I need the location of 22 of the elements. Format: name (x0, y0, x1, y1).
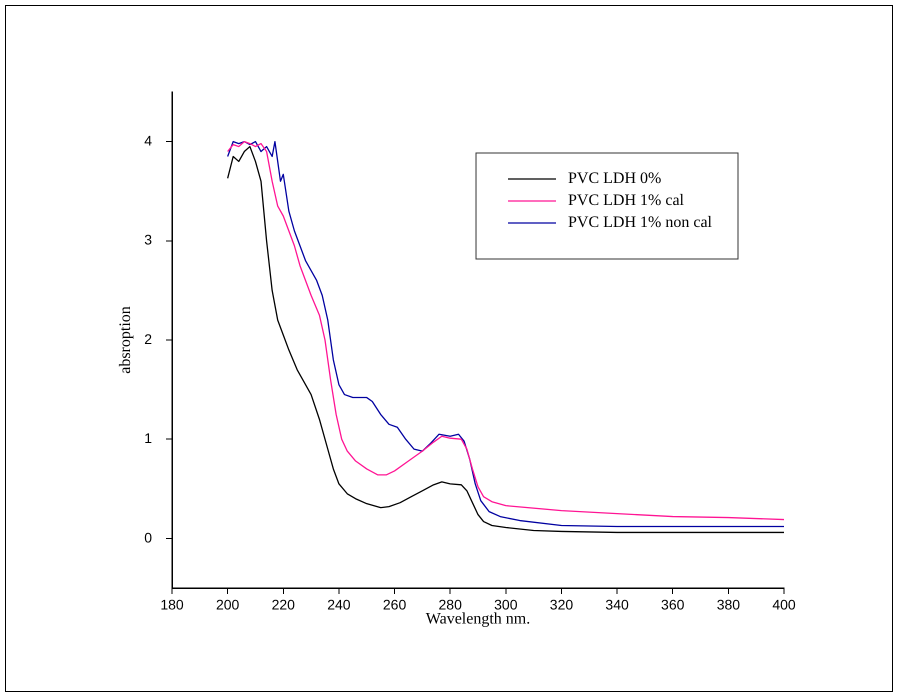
y-tick-label: 3 (144, 232, 152, 248)
y-tick-label: 0 (144, 529, 152, 546)
x-tick-label: 300 (494, 596, 518, 612)
x-tick-label: 400 (772, 596, 796, 612)
x-tick-label: 260 (382, 596, 406, 612)
y-tick-label: 1 (144, 430, 152, 446)
x-tick-label: 220 (272, 596, 296, 612)
x-tick-label: 180 (160, 596, 184, 612)
x-tick-label: 360 (661, 596, 685, 612)
x-tick-label: 200 (216, 596, 240, 612)
legend-label: PVC LDH 0% (568, 170, 662, 188)
legend-label: PVC LDH 1% cal (568, 192, 685, 210)
x-tick-label: 240 (327, 596, 351, 612)
x-tick-label: 380 (716, 596, 740, 612)
x-axis-title: Wavelength nm. (426, 610, 530, 628)
x-tick-label: 320 (550, 596, 574, 612)
legend-label: PVC LDH 1% non cal (568, 214, 713, 232)
y-tick-label: 4 (144, 132, 152, 148)
x-tick-label: 340 (605, 596, 629, 612)
x-tick-label: 280 (438, 596, 462, 612)
y-axis-title: absroption (116, 306, 134, 374)
y-tick-label: 2 (144, 330, 152, 347)
